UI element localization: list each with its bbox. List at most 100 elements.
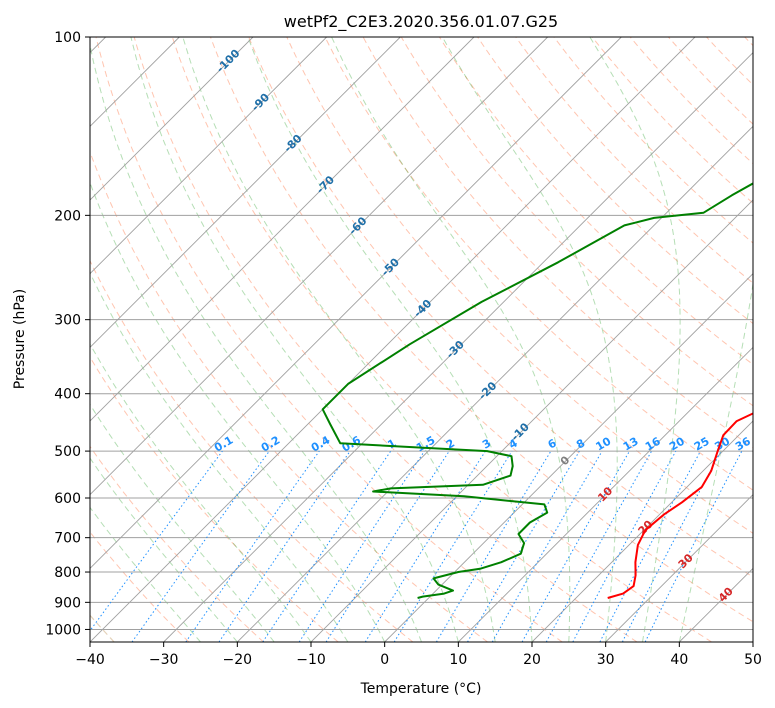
isotherm-label: 30	[676, 551, 696, 571]
y-tick-label: 1000	[45, 622, 81, 638]
mixing-ratio-line	[545, 450, 653, 642]
mixing-ratio-line	[521, 450, 630, 642]
dry-adiabat	[90, 445, 264, 642]
profile-series	[321, 182, 753, 599]
isotherm	[90, 37, 327, 275]
y-tick-label: 500	[54, 444, 81, 460]
isotherm	[237, 125, 753, 642]
isotherm	[531, 420, 753, 642]
isotherm-label: -50	[379, 255, 402, 278]
y-tick-label: 400	[54, 387, 81, 403]
dry-adiabat	[515, 37, 753, 284]
dry-adiabat	[668, 37, 753, 125]
moist-adiabat	[247, 37, 533, 642]
mixing-ratio-label: 8	[574, 437, 587, 452]
mixing-ratio-line	[393, 450, 513, 642]
x-tick-label: 40	[670, 652, 688, 668]
x-tick-label: −40	[75, 652, 105, 668]
moist-adiabat	[90, 343, 312, 642]
chart-title: wetPf2_C2E3.2020.356.01.07.G25	[284, 12, 558, 32]
y-tick-label: 700	[54, 531, 81, 547]
y-axis: 100 200 300 400 500 600 700 800 900 1000	[45, 30, 90, 638]
x-axis: −40 −30 −20 −10 0 10 20 30 40 50	[75, 642, 762, 668]
mixing-ratio-line	[491, 450, 603, 642]
dry-adiabat	[400, 37, 753, 407]
isotherm	[90, 37, 475, 422]
isotherm	[90, 37, 254, 201]
x-tick-label: 50	[744, 652, 762, 668]
isotherm	[458, 346, 753, 642]
moist-adiabat	[90, 403, 275, 642]
mixing-ratio-line	[90, 450, 223, 632]
mixing-ratio-line	[185, 450, 320, 642]
mixing-ratio-label: 3	[480, 437, 493, 452]
mixing-ratio-line	[325, 450, 450, 642]
dewpoint-line	[321, 182, 753, 599]
moist-adiabat	[331, 37, 571, 642]
isotherm	[90, 37, 622, 569]
isotherm	[310, 199, 753, 642]
moist-adiabat	[589, 37, 681, 642]
isotherm-label: 20	[636, 517, 656, 537]
isotherm-label: -80	[281, 132, 304, 155]
isotherm	[90, 37, 696, 642]
dry-adiabat	[171, 37, 712, 642]
mixing-ratio-label: 1	[385, 437, 398, 452]
dry-adiabat	[90, 150, 488, 642]
moist-adiabat	[678, 280, 753, 642]
y-tick-label: 600	[54, 491, 81, 507]
isotherm	[679, 567, 753, 642]
moist-adiabat	[441, 37, 618, 642]
isotherm	[384, 273, 753, 642]
mixing-ratio-line	[298, 450, 425, 642]
moist-adiabat	[90, 271, 349, 642]
mixing-ratio-line	[572, 450, 677, 642]
moist-adiabat	[90, 506, 201, 642]
x-tick-label: 0	[380, 652, 389, 668]
isotherm	[605, 494, 753, 642]
background-labels: 0.1 0.2 0.4 0.6 1 1.5 2 3 4 6 8 10 13 16 20 25 30 36-100-…	[212, 47, 753, 605]
y-tick-label: 800	[54, 565, 81, 581]
isotherm-label: -70	[314, 173, 337, 196]
isotherm-label: 40	[716, 584, 736, 604]
dry-adiabat	[90, 531, 190, 642]
x-tick-label: 20	[523, 652, 541, 668]
y-tick-label: 900	[54, 595, 81, 611]
isotherm	[163, 52, 753, 642]
isotherm	[752, 641, 753, 642]
dry-adiabat	[210, 37, 753, 623]
background-lines	[90, 37, 753, 642]
isotherm-label: -90	[249, 90, 272, 113]
mixing-ratio-line	[435, 450, 552, 642]
x-tick-label: −10	[296, 652, 326, 668]
dry-adiabat	[744, 37, 753, 47]
moist-adiabat	[182, 37, 496, 642]
temperature-line	[607, 412, 753, 599]
mixing-ratio-line	[364, 450, 486, 642]
mixing-ratio-line	[131, 450, 270, 642]
dry-adiabat	[324, 37, 753, 491]
y-tick-label: 300	[54, 313, 81, 329]
mixing-ratio-line	[599, 450, 701, 642]
isotherm-label: 0	[558, 453, 573, 468]
isotherm	[90, 37, 548, 496]
dry-adiabat	[90, 356, 339, 642]
dry-adiabat	[477, 37, 753, 325]
y-tick-label: 100	[54, 30, 81, 46]
isotherm-label: -100	[214, 47, 243, 76]
isotherm-label: -20	[476, 379, 499, 402]
dry-adiabat	[706, 37, 753, 86]
dry-adiabat	[95, 37, 563, 642]
dry-adiabat	[629, 37, 753, 165]
isotherm-label: -60	[346, 214, 369, 237]
isotherm-label: 10	[595, 484, 615, 504]
moist-adiabat	[90, 181, 386, 642]
isotherm	[90, 37, 401, 348]
x-tick-label: 30	[597, 652, 615, 668]
x-tick-label: −20	[223, 652, 253, 668]
x-axis-title: Temperature (°C)	[360, 681, 482, 697]
y-axis-title: Pressure (hPa)	[12, 289, 28, 389]
mixing-ratio-line	[218, 450, 351, 642]
x-tick-label: −30	[149, 652, 179, 668]
